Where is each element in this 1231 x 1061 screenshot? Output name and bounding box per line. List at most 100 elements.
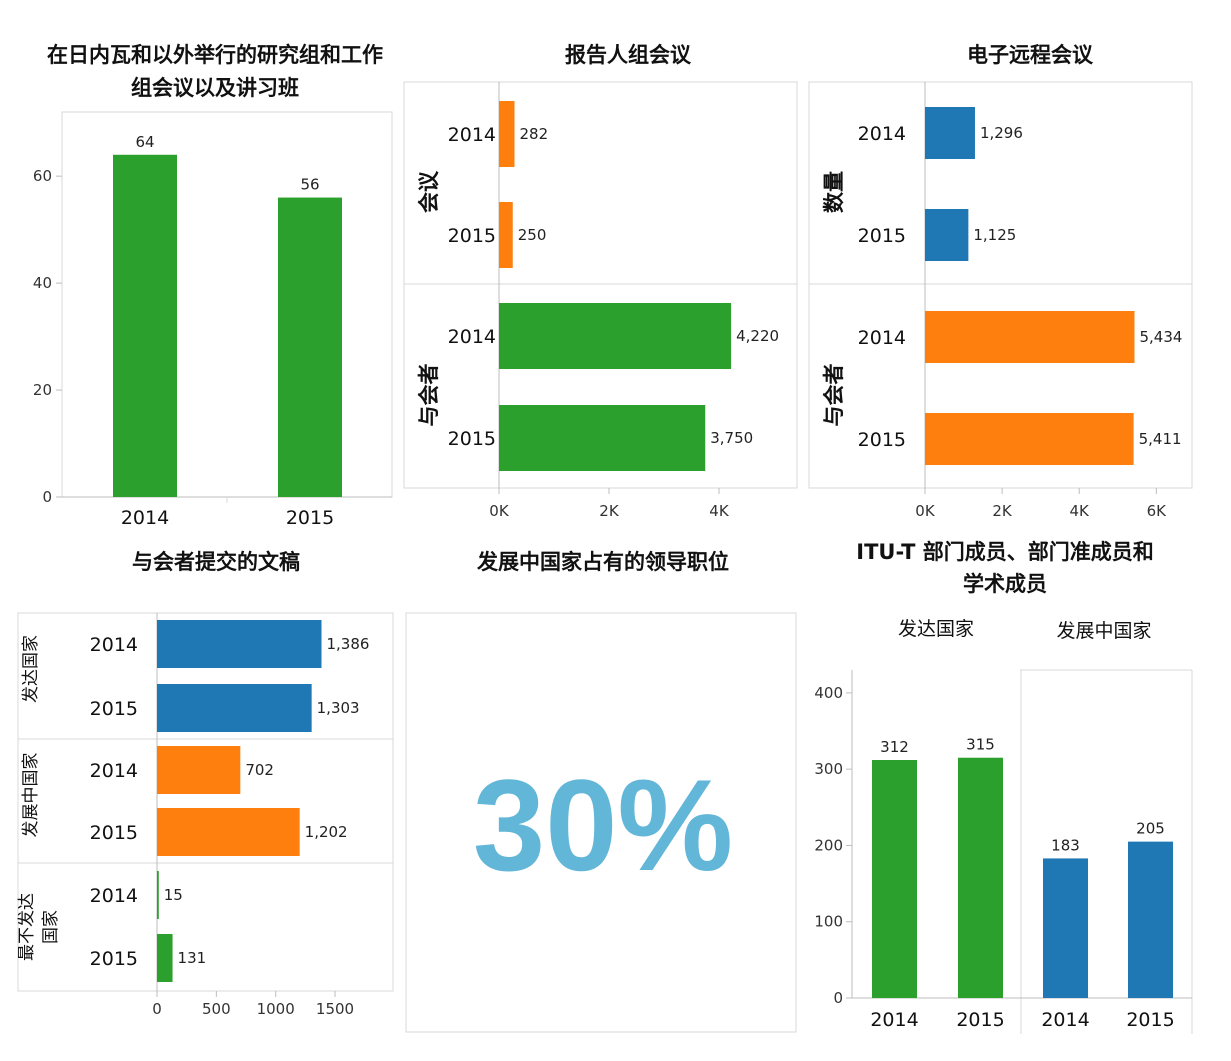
x-category-label: 2014	[121, 507, 169, 529]
bars: 64 2014 56 2015	[113, 133, 342, 529]
x-tick-label: 4K	[709, 502, 730, 520]
data-label: 312	[880, 738, 909, 756]
y-tick-label: 40	[33, 274, 52, 292]
y-category-label: 2014	[90, 634, 138, 656]
group-label-ldc-line-2: 国家	[41, 910, 61, 944]
data-label: 205	[1136, 820, 1165, 838]
y-category-label: 2015	[448, 225, 496, 247]
data-label: 1,386	[327, 635, 370, 653]
chart-title: 报告人组会议	[565, 43, 692, 67]
chart-title-line-1: 在日内瓦和以外举行的研究组和工作	[47, 43, 383, 67]
group-label-attendees: 与会者	[417, 364, 441, 427]
bar	[872, 760, 917, 998]
y-category-label: 2014	[448, 326, 496, 348]
bars: 1,296 2014 1,125 2015 5,434 2014 5,411 2015	[858, 107, 1182, 465]
x-category-label: 2015	[286, 507, 334, 529]
bar	[1043, 858, 1088, 998]
kpi-value: 30%	[473, 752, 733, 898]
bars: 1,386 2014 1,303 2015 702 2014 1,202 2015 15 2014…	[90, 620, 370, 982]
data-label: 1,125	[973, 226, 1016, 244]
panel-label-developing: 发展中国家	[1056, 620, 1151, 642]
y-tick-label: 200	[814, 836, 843, 854]
bar	[958, 757, 1003, 998]
y-category-label: 2015	[90, 948, 138, 970]
data-label: 282	[520, 125, 549, 143]
bar	[925, 311, 1135, 363]
x-category-label: 2015	[956, 1009, 1004, 1031]
x-category-label: 2014	[870, 1009, 918, 1031]
y-axis: 0 20 40 60	[33, 167, 62, 506]
plot-frame	[808, 81, 1193, 489]
y-category-label: 2014	[858, 123, 906, 145]
group-label-meetings: 会议	[417, 170, 441, 213]
y-tick-label: 0	[42, 488, 52, 506]
y-category-label: 2015	[90, 822, 138, 844]
data-label: 315	[966, 736, 995, 754]
y-category-label: 2015	[858, 225, 906, 247]
chart-title: 与会者提交的文稿	[132, 550, 300, 574]
x-category-label: 2014	[1041, 1009, 1089, 1031]
chart-e-meetings: 电子远程会议 数量 与会者 1,296 2014 1,125 2015 5,434 201…	[808, 43, 1193, 520]
plot-frame	[403, 81, 798, 489]
y-tick-label: 400	[814, 684, 843, 702]
group-label-attendees: 与会者	[822, 364, 846, 427]
y-category-label: 2014	[858, 327, 906, 349]
y-tick-label: 100	[814, 913, 843, 931]
y-category-label: 2014	[90, 760, 138, 782]
data-label: 1,303	[317, 699, 360, 717]
data-label: 5,411	[1139, 430, 1182, 448]
chart-title-line-2: 学术成员	[963, 572, 1047, 596]
group-label-count: 数量	[822, 171, 846, 213]
y-tick-label: 0	[833, 989, 843, 1007]
y-category-label: 2014	[448, 124, 496, 146]
chart-title-line-2: 组会议以及讲习班	[131, 76, 299, 100]
kpi-leadership: 发展中国家占有的领导职位 30%	[405, 550, 797, 1033]
chart-contributions: 与会者提交的文稿 发达国家 发展中国家 最不发达 国家 1,38620141,3…	[17, 550, 394, 1018]
plot-frame	[17, 612, 394, 992]
bar	[157, 808, 300, 856]
y-axis: 0 100 200 300 400	[814, 684, 852, 1007]
data-label: 56	[300, 176, 319, 194]
y-tick-label: 60	[33, 167, 52, 185]
y-tick-label: 20	[33, 381, 52, 399]
bars: 312 2014 315 2015 183 2014 205 2015	[870, 736, 1174, 1031]
x-tick-label: 500	[202, 1000, 231, 1018]
bar	[1128, 841, 1173, 998]
bar	[157, 934, 173, 982]
kpi-frame	[405, 612, 797, 1033]
data-label: 5,434	[1139, 328, 1182, 346]
group-label-developed: 发达国家	[21, 635, 41, 703]
data-label: 131	[178, 949, 207, 967]
bar	[278, 197, 342, 498]
bar	[499, 101, 515, 167]
x-tick-label: 1500	[316, 1000, 354, 1018]
y-tick-label: 300	[814, 760, 843, 778]
x-tick-label: 2K	[992, 502, 1013, 520]
data-label: 1,202	[305, 823, 348, 841]
bar	[925, 107, 975, 159]
bar	[499, 405, 706, 471]
bar	[499, 202, 513, 268]
bar	[157, 746, 241, 794]
bar	[499, 303, 732, 369]
chart-meetings-geneva: 在日内瓦和以外举行的研究组和工作 组会议以及讲习班 0 20 40 60 64 2014…	[33, 43, 393, 529]
data-label: 702	[245, 761, 274, 779]
chart-title-line-1: ITU-T 部门成员、部门准成员和	[856, 540, 1153, 564]
data-label: 1,296	[980, 124, 1023, 142]
x-tick-label: 0	[152, 1000, 162, 1018]
chart-itu-members: ITU-T 部门成员、部门准成员和 学术成员 发达国家 发展中国家 0 100 20…	[814, 540, 1193, 1034]
chart-title: 发展中国家占有的领导职位	[476, 550, 729, 574]
x-tick-label: 0K	[915, 502, 936, 520]
plot-frame	[61, 111, 393, 498]
data-label: 4,220	[736, 327, 779, 345]
x-tick-label: 6K	[1147, 502, 1168, 520]
group-label-ldc-line-1: 最不发达	[17, 893, 37, 961]
data-label: 15	[164, 886, 183, 904]
y-category-label: 2015	[448, 428, 496, 450]
y-category-label: 2014	[90, 885, 138, 907]
bar	[157, 871, 159, 919]
x-axis: 0 500 1000 1500	[152, 991, 354, 1018]
data-label: 3,750	[710, 429, 753, 447]
chart-title: 电子远程会议	[967, 43, 1094, 67]
